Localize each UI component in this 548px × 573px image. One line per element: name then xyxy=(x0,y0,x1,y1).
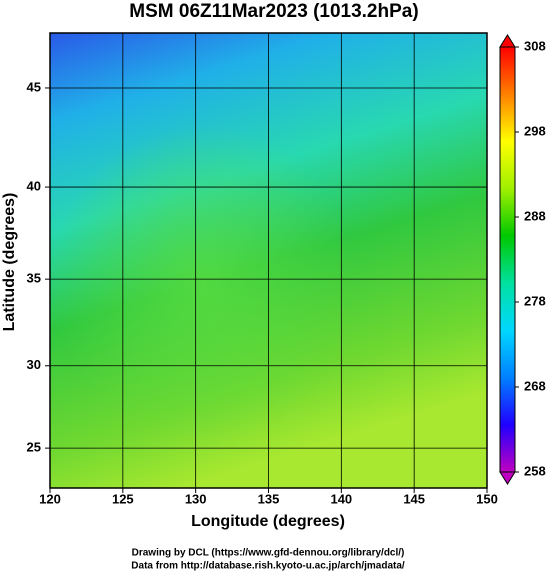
x-tick-label: 120 xyxy=(39,491,61,506)
x-axis-label: Longitude (degrees) xyxy=(191,513,345,530)
x-tick-label: 145 xyxy=(403,491,425,506)
x-tick-label: 140 xyxy=(330,491,352,506)
colorbar xyxy=(499,46,516,473)
x-tick-label: 130 xyxy=(185,491,207,506)
colorbar-tick-label: 298 xyxy=(524,123,546,138)
y-tick-label: 25 xyxy=(27,440,41,455)
colorbar-tick-label: 308 xyxy=(524,38,546,53)
y-tick-label: 40 xyxy=(27,179,41,194)
y-axis-label: Latitude (degrees) xyxy=(1,193,18,332)
y-tick-label: 45 xyxy=(27,79,41,94)
colorbar-tick-label: 268 xyxy=(524,378,546,393)
x-tick-label: 135 xyxy=(258,491,280,506)
footer-line: Data from http://database.rish.kyoto-u.a… xyxy=(131,561,405,572)
colorbar-tick-label: 258 xyxy=(524,463,546,478)
x-tick-label: 125 xyxy=(112,491,134,506)
footer-line: Drawing by DCL (https://www.gfd-dennou.o… xyxy=(132,548,405,559)
colorbar-extend-bottom xyxy=(499,471,516,485)
x-tick-label: 150 xyxy=(476,491,498,506)
y-tick-label: 30 xyxy=(27,357,41,372)
chart-title: MSM 06Z11Mar2023 (1013.2hPa) xyxy=(129,1,418,22)
colorbar-tick-label: 278 xyxy=(524,293,546,308)
colorbar-tick-label: 288 xyxy=(524,208,546,223)
y-tick-label: 35 xyxy=(27,271,41,286)
colorbar-extend-top xyxy=(499,34,516,48)
